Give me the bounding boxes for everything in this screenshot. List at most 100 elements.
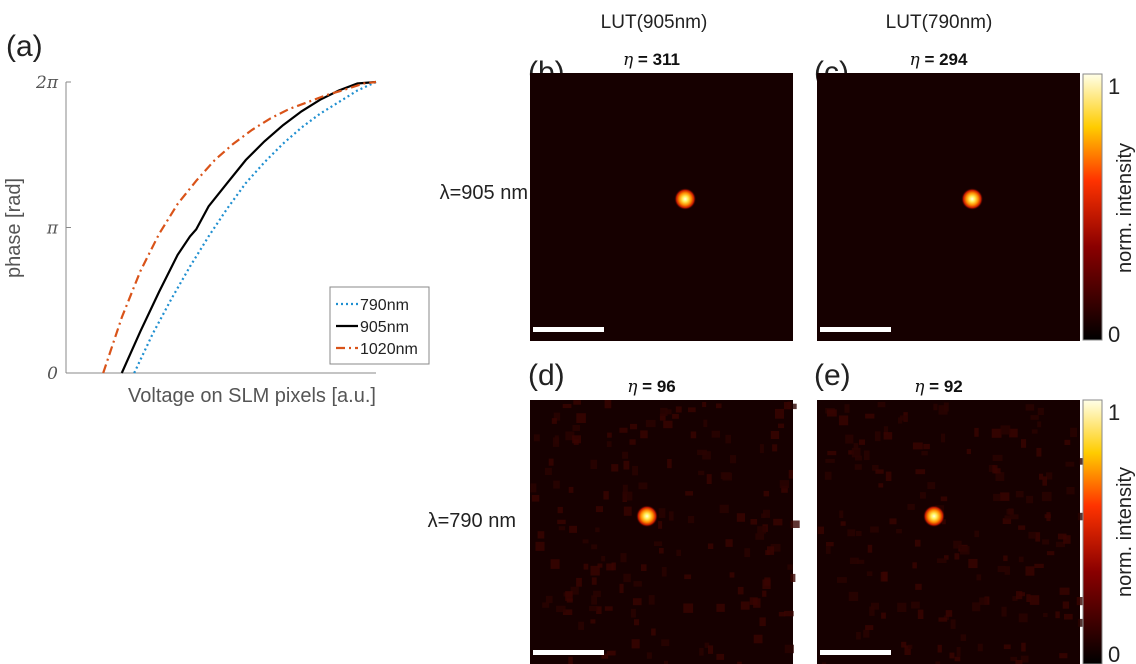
speckle	[668, 511, 674, 521]
speckle	[576, 577, 582, 587]
speckle	[856, 531, 862, 537]
speckle	[993, 493, 1001, 502]
speckle	[707, 543, 714, 549]
speckle	[1026, 495, 1034, 504]
speckle	[590, 459, 598, 469]
speckle	[1037, 407, 1044, 415]
speckle	[1003, 644, 1011, 650]
eta-equals: =	[633, 50, 652, 69]
speckle	[665, 409, 672, 415]
speckle	[881, 612, 886, 619]
speckle	[687, 516, 695, 524]
speckle	[542, 602, 550, 608]
speckle	[664, 660, 669, 664]
speckle	[753, 634, 763, 644]
speckle	[704, 642, 710, 648]
speckle	[877, 401, 886, 408]
speckle	[631, 639, 640, 649]
speckle	[676, 549, 681, 556]
legend: 790nm 905nm 1020nm	[336, 297, 418, 358]
speckle	[1066, 487, 1075, 495]
speckle	[1055, 541, 1065, 548]
speckle	[658, 521, 663, 529]
speckle	[641, 564, 647, 571]
speckle	[787, 564, 793, 570]
speckle	[1020, 655, 1029, 663]
speckle	[690, 431, 697, 439]
speckle	[874, 431, 881, 442]
speckle	[1042, 476, 1047, 486]
speckle	[966, 448, 971, 455]
row-label-905: λ=905 nm	[440, 182, 528, 204]
speckle	[995, 472, 1005, 481]
speckle	[827, 450, 837, 456]
colorbar-top: 1 0 norm. intensity	[1082, 73, 1136, 347]
focal-spot	[961, 188, 984, 210]
speckle	[936, 558, 947, 563]
speckle	[1010, 656, 1018, 662]
speckle	[915, 583, 922, 590]
speckle	[849, 557, 859, 564]
speckle	[968, 558, 978, 569]
speckle	[1046, 472, 1053, 480]
speckle	[711, 430, 720, 438]
speckle	[945, 610, 953, 617]
speckle	[1031, 429, 1038, 434]
y-tick-label: π	[46, 219, 59, 239]
speckle	[908, 644, 913, 649]
speckle	[845, 434, 854, 444]
speckle	[651, 628, 656, 636]
speckle	[535, 541, 545, 551]
speckle	[629, 439, 636, 445]
speckle	[912, 562, 917, 569]
focal-spot	[674, 188, 697, 210]
speckle	[979, 597, 988, 605]
speckle	[950, 619, 956, 629]
speckle	[685, 491, 693, 496]
speckle	[623, 460, 630, 470]
speckle	[554, 435, 559, 444]
colorbar-bottom-tick-min: 0	[1108, 642, 1120, 664]
speckle	[632, 598, 642, 606]
speckle	[591, 577, 597, 585]
speckle	[953, 540, 962, 549]
speckle	[755, 533, 765, 540]
colorbar-top-tick-max: 1	[1108, 74, 1120, 99]
speckle	[790, 573, 796, 582]
speckle	[880, 571, 887, 582]
speckle	[871, 602, 879, 610]
speckle	[620, 553, 627, 563]
speckle	[763, 509, 770, 518]
speckle	[645, 419, 656, 428]
scale-bar	[533, 650, 604, 655]
speckle	[1018, 525, 1026, 530]
speckle	[716, 403, 722, 409]
speckle	[572, 425, 580, 431]
scale-bar	[820, 650, 891, 655]
speckle	[684, 574, 692, 580]
speckle	[604, 606, 613, 611]
speckle	[915, 469, 926, 475]
speckle	[988, 464, 996, 472]
speckle	[761, 513, 766, 519]
speckle	[548, 458, 554, 466]
speckle	[750, 519, 758, 525]
speckle	[611, 562, 616, 571]
speckle	[622, 484, 628, 495]
speckle	[533, 434, 540, 442]
speckle	[660, 407, 668, 416]
speckle	[737, 586, 744, 595]
speckle	[778, 423, 785, 429]
speckle	[866, 571, 873, 576]
speckle	[927, 482, 936, 490]
speckle	[573, 400, 581, 405]
speckle	[1021, 439, 1027, 448]
speckle	[889, 518, 897, 525]
focal-spot	[636, 505, 658, 528]
speckle	[1055, 611, 1060, 619]
speckle	[659, 413, 666, 421]
speckle	[757, 526, 767, 534]
speckle	[767, 546, 775, 555]
speckle	[568, 486, 574, 493]
